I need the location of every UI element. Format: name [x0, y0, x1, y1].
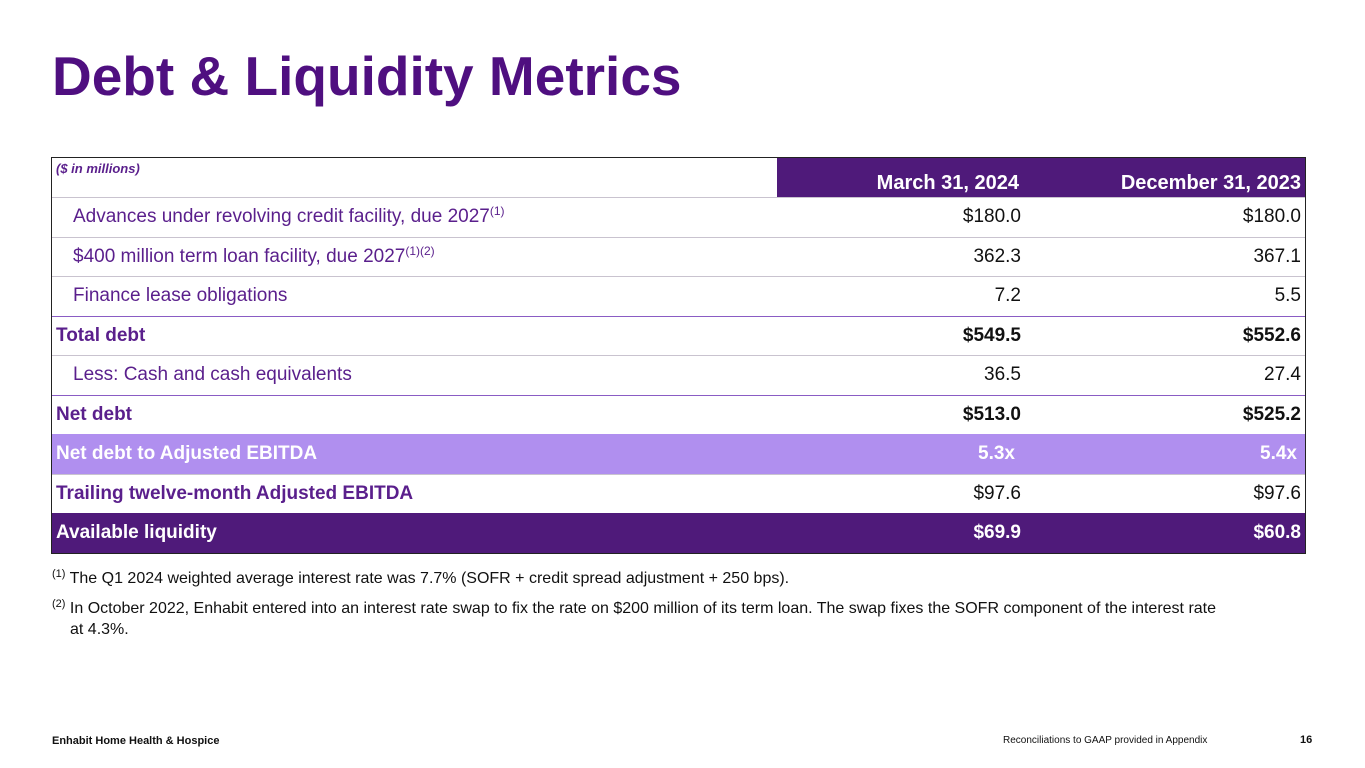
page-title: Debt & Liquidity Metrics: [52, 45, 682, 107]
row-value-dec-2023: 367.1: [1253, 245, 1301, 267]
row-value-mar-2024: 7.2: [994, 285, 1021, 307]
net-debt-ratio-row: Net debt to Adjusted EBITDA 5.3x 5.4x: [52, 434, 1305, 474]
footnote-2: (2) In October 2022, Enhabit entered int…: [52, 598, 1312, 640]
footnote-text: The Q1 2024 weighted average interest ra…: [69, 570, 790, 587]
row-value-mar-2024: $513.0: [962, 403, 1021, 425]
available-liquidity-row: Available liquidity $69.9 $60.8: [52, 513, 1305, 553]
row-value-dec-2023: $60.8: [1253, 522, 1301, 544]
footnote-marker: (2): [52, 598, 66, 610]
row-value-dec-2023: $552.6: [1242, 324, 1301, 346]
row-value-dec-2023: 5.4x: [1260, 443, 1297, 465]
table-row: Advances under revolving credit facility…: [52, 197, 1305, 237]
footer-note: Reconciliations to GAAP provided in Appe…: [1003, 735, 1208, 746]
footnote-1: (1) The Q1 2024 weighted average interes…: [52, 568, 789, 589]
page-number: 16: [1300, 734, 1313, 746]
footnote-text-continued: at 4.3%.: [70, 621, 129, 638]
table-header-row: ($ in millions) March 31, 2024 December …: [52, 158, 1305, 197]
row-label: $400 million term loan facility, due 202…: [73, 243, 435, 267]
row-value-mar-2024: $549.5: [962, 324, 1021, 346]
net-debt-row: Net debt $513.0 $525.2: [52, 394, 1305, 435]
units-label: ($ in millions): [56, 161, 140, 176]
table-row: Finance lease obligations 7.2 5.5: [52, 276, 1305, 316]
row-value-mar-2024: $69.9: [973, 522, 1021, 544]
row-value-dec-2023: $97.6: [1253, 482, 1301, 504]
row-value-mar-2024: 5.3x: [978, 443, 1015, 465]
row-value-mar-2024: $180.0: [962, 206, 1021, 228]
table-row: Less: Cash and cash equivalents 36.5 27.…: [52, 355, 1305, 395]
ttm-ebitda-row: Trailing twelve-month Adjusted EBITDA $9…: [52, 473, 1305, 514]
footnote-ref: (1)(2): [405, 243, 435, 258]
row-label: Available liquidity: [56, 522, 217, 544]
footer-company: Enhabit Home Health & Hospice: [52, 735, 220, 747]
row-label: Net debt to Adjusted EBITDA: [56, 443, 318, 465]
row-value-dec-2023: 27.4: [1264, 364, 1301, 386]
row-value-dec-2023: 5.5: [1274, 285, 1301, 307]
footnote-marker: (1): [52, 568, 66, 580]
row-value-dec-2023: $525.2: [1242, 403, 1301, 425]
row-value-mar-2024: $97.6: [973, 482, 1021, 504]
row-label: Advances under revolving credit facility…: [73, 204, 505, 228]
row-label: Trailing twelve-month Adjusted EBITDA: [56, 482, 414, 504]
total-debt-row: Total debt $549.5 $552.6: [52, 315, 1305, 356]
col-header-mar-2024: March 31, 2024: [777, 158, 1039, 197]
row-value-mar-2024: 36.5: [984, 364, 1021, 386]
table-row: $400 million term loan facility, due 202…: [52, 236, 1305, 277]
debt-table: ($ in millions) March 31, 2024 December …: [51, 157, 1306, 554]
row-value-dec-2023: $180.0: [1242, 206, 1301, 228]
footnote-text: In October 2022, Enhabit entered into an…: [69, 600, 1217, 617]
row-value-mar-2024: 362.3: [973, 245, 1021, 267]
col-header-dec-2023: December 31, 2023: [1039, 158, 1305, 197]
row-label: Finance lease obligations: [73, 285, 288, 307]
row-label: Less: Cash and cash equivalents: [73, 364, 352, 386]
row-label: Net debt: [56, 403, 132, 425]
row-label: Total debt: [56, 324, 146, 346]
footnote-ref: (1): [489, 204, 505, 219]
